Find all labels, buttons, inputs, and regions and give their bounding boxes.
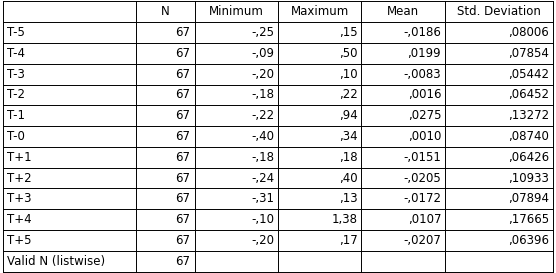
Text: Valid N (listwise): Valid N (listwise) [7, 255, 105, 268]
Text: 67: 67 [176, 151, 191, 164]
Text: 67: 67 [176, 68, 191, 81]
Text: 67: 67 [176, 234, 191, 247]
Text: Minimum: Minimum [209, 5, 264, 18]
Text: Std. Deviation: Std. Deviation [457, 5, 541, 18]
Text: ,0275: ,0275 [408, 109, 441, 122]
Text: ,0010: ,0010 [408, 130, 441, 143]
Text: -,24: -,24 [251, 171, 274, 185]
Text: -,20: -,20 [251, 234, 274, 247]
Text: ,17: ,17 [339, 234, 358, 247]
Text: ,50: ,50 [339, 47, 358, 60]
Text: T-4: T-4 [7, 47, 24, 60]
Text: ,22: ,22 [339, 88, 358, 102]
Text: 1,38: 1,38 [331, 213, 358, 226]
Text: 67: 67 [176, 47, 191, 60]
Text: ,0016: ,0016 [408, 88, 441, 102]
Text: ,13: ,13 [339, 192, 358, 205]
Text: -,0083: -,0083 [404, 68, 441, 81]
Text: ,34: ,34 [339, 130, 358, 143]
Text: ,06452: ,06452 [508, 88, 549, 102]
Text: ,0199: ,0199 [408, 47, 441, 60]
Text: ,10: ,10 [339, 68, 358, 81]
Text: T+4: T+4 [7, 213, 31, 226]
Text: 67: 67 [176, 255, 191, 268]
Text: ,07894: ,07894 [508, 192, 549, 205]
Text: 67: 67 [176, 171, 191, 185]
Text: T+3: T+3 [7, 192, 31, 205]
Text: ,08006: ,08006 [509, 26, 549, 39]
Text: -,31: -,31 [251, 192, 274, 205]
Text: ,15: ,15 [339, 26, 358, 39]
Text: -,25: -,25 [251, 26, 274, 39]
Text: -,09: -,09 [251, 47, 274, 60]
Text: 67: 67 [176, 88, 191, 102]
Text: T+5: T+5 [7, 234, 31, 247]
Text: ,17665: ,17665 [508, 213, 549, 226]
Text: ,18: ,18 [339, 151, 358, 164]
Text: Mean: Mean [387, 5, 419, 18]
Text: T-3: T-3 [7, 68, 24, 81]
Text: ,05442: ,05442 [508, 68, 549, 81]
Text: ,06396: ,06396 [508, 234, 549, 247]
Text: T-5: T-5 [7, 26, 24, 39]
Text: ,06426: ,06426 [508, 151, 549, 164]
Text: -,18: -,18 [251, 151, 274, 164]
Text: Maximum: Maximum [291, 5, 349, 18]
Text: -,0207: -,0207 [403, 234, 441, 247]
Text: T-2: T-2 [7, 88, 24, 102]
Text: 67: 67 [176, 109, 191, 122]
Text: T+2: T+2 [7, 171, 31, 185]
Text: 67: 67 [176, 192, 191, 205]
Text: -,0172: -,0172 [403, 192, 441, 205]
Text: 67: 67 [176, 213, 191, 226]
Text: -,18: -,18 [251, 88, 274, 102]
Text: -,20: -,20 [251, 68, 274, 81]
Text: -,0186: -,0186 [403, 26, 441, 39]
Text: 67: 67 [176, 130, 191, 143]
Text: T+1: T+1 [7, 151, 31, 164]
Text: ,40: ,40 [339, 171, 358, 185]
Text: T-1: T-1 [7, 109, 24, 122]
Text: N: N [161, 5, 170, 18]
Text: T-0: T-0 [7, 130, 24, 143]
Text: ,13272: ,13272 [508, 109, 549, 122]
Text: -,40: -,40 [251, 130, 274, 143]
Text: -,10: -,10 [251, 213, 274, 226]
Text: ,0107: ,0107 [408, 213, 441, 226]
Text: ,08740: ,08740 [508, 130, 549, 143]
Text: -,22: -,22 [251, 109, 274, 122]
Text: -,0151: -,0151 [403, 151, 441, 164]
Text: -,0205: -,0205 [403, 171, 441, 185]
Text: ,94: ,94 [339, 109, 358, 122]
Text: ,07854: ,07854 [508, 47, 549, 60]
Text: 67: 67 [176, 26, 191, 39]
Text: ,10933: ,10933 [508, 171, 549, 185]
